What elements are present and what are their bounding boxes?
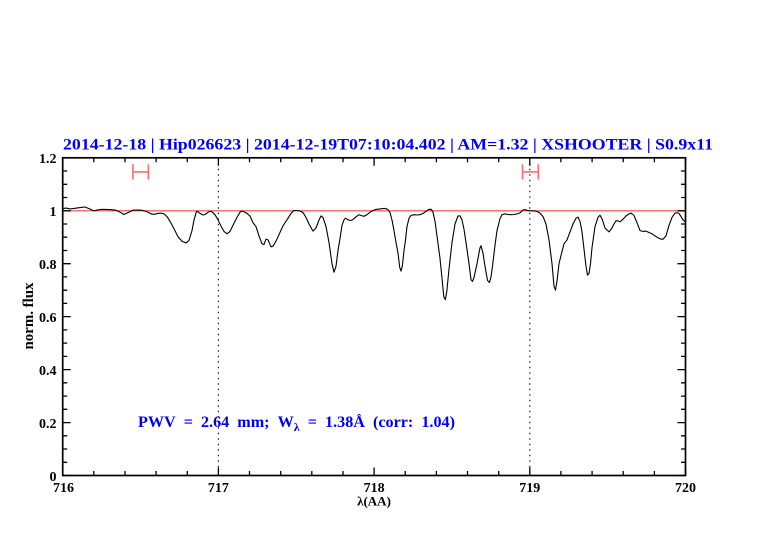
- svg-text:0: 0: [50, 470, 57, 485]
- svg-text:0.8: 0.8: [39, 258, 57, 273]
- svg-text:PWV = 2.64 mm; Wλ = 1.38: PWV = 2.64 mm; Wλ = 1.38Å (corr: 1.04): [138, 413, 455, 434]
- svg-text:1.2: 1.2: [39, 152, 57, 167]
- svg-text:717: 717: [208, 481, 229, 496]
- svg-text:720: 720: [675, 481, 696, 496]
- svg-text:0.2: 0.2: [39, 417, 57, 432]
- svg-text:norm. flux: norm. flux: [21, 282, 37, 349]
- svg-text:718: 718: [364, 481, 385, 496]
- svg-text:0.4: 0.4: [39, 364, 57, 379]
- svg-text:0.6: 0.6: [39, 311, 57, 326]
- svg-text:1: 1: [50, 205, 57, 220]
- svg-text:λ(AA): λ(AA): [357, 494, 391, 509]
- svg-text:2014-12-18 | Hip026623 | 2014-: 2014-12-18 | Hip026623 | 2014-12-19T07:1…: [63, 137, 713, 154]
- svg-text:716: 716: [53, 481, 74, 496]
- svg-text:719: 719: [519, 481, 540, 496]
